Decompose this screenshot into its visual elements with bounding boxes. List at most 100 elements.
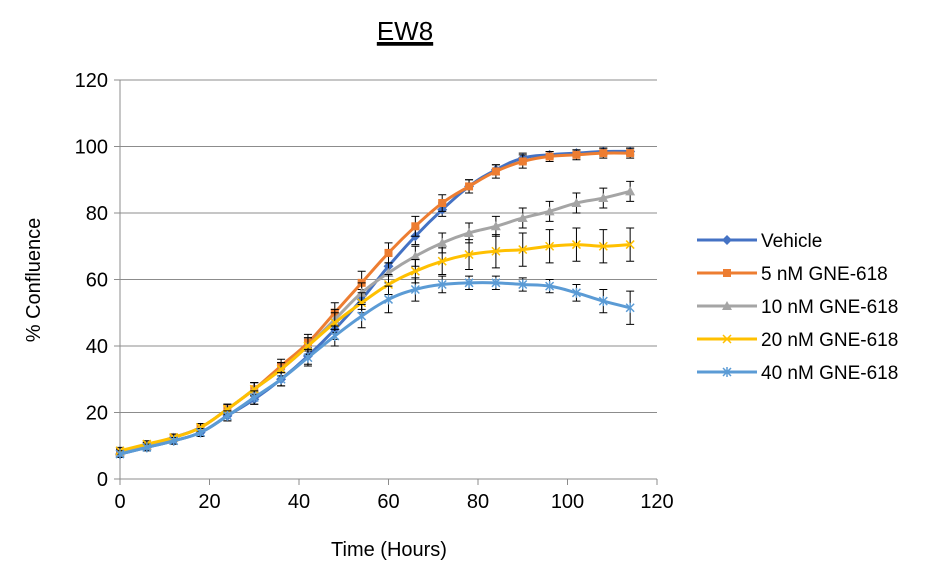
data-point: [222, 404, 232, 414]
data-point: [437, 237, 448, 247]
data-point: [196, 427, 206, 438]
series-line: [119, 149, 631, 456]
data-point: [303, 352, 313, 363]
data-point: [491, 246, 501, 256]
legend-label: Vehicle: [761, 231, 822, 252]
data-point: [598, 241, 608, 251]
y-axis-label: % Confluence: [23, 218, 45, 343]
data-point: [438, 199, 447, 208]
series-layer: [115, 146, 636, 460]
data-point: [115, 449, 125, 460]
data-point: [598, 296, 608, 307]
data-point: [357, 298, 367, 308]
data-point: [303, 341, 313, 351]
chart-title: EW8: [377, 16, 433, 46]
y-tick-label: 80: [86, 203, 108, 225]
data-point: [491, 277, 501, 288]
data-point: [465, 182, 474, 191]
series-2: [116, 147, 635, 457]
data-point: [464, 227, 475, 237]
data-point: [625, 240, 635, 250]
legend-item: 5 nM GNE-618: [697, 264, 888, 285]
legend-item: 10 nM GNE-618: [697, 297, 898, 318]
data-point: [249, 384, 259, 394]
legend: Vehicle 5 nM GNE-618 10 nM GNE-618 20 nM GN…: [697, 231, 898, 384]
data-point: [571, 240, 581, 250]
y-tick-label: 20: [86, 403, 108, 425]
data-point: [411, 222, 420, 231]
x-tick-label: 60: [377, 491, 399, 513]
data-point: [169, 435, 179, 446]
data-point: [572, 150, 581, 159]
data-point: [518, 157, 527, 166]
legend-label: 20 nM GNE-618: [761, 330, 898, 351]
x-tick-label: 120: [640, 491, 673, 513]
series-4: [115, 227, 635, 456]
data-point: [276, 374, 286, 385]
data-point: [330, 331, 340, 342]
legend-label: 40 nM GNE-618: [761, 363, 898, 384]
y-tick-label: 100: [75, 137, 108, 159]
data-point: [437, 279, 447, 290]
data-point: [544, 206, 555, 216]
x-axis-label: Time (Hours): [331, 539, 447, 561]
legend-marker: [722, 367, 732, 377]
x-tick-label: 100: [551, 491, 584, 513]
data-point: [437, 256, 447, 266]
x-tick-label: 0: [114, 491, 125, 513]
y-tick-label: 0: [97, 469, 108, 491]
legend-marker: [722, 334, 732, 344]
gridlines: [120, 79, 657, 413]
x-axis-ticks: 0 20 40 60 80 100 120: [114, 479, 674, 513]
data-point: [410, 266, 420, 276]
legend-marker: [722, 301, 732, 310]
data-point: [598, 193, 609, 203]
legend-marker: [722, 235, 732, 245]
data-point: [330, 318, 340, 328]
data-point: [383, 294, 394, 305]
data-point: [222, 410, 232, 421]
data-point: [545, 281, 555, 292]
data-point: [142, 442, 152, 453]
data-point: [545, 152, 554, 161]
data-point: [599, 149, 608, 158]
data-point: [490, 221, 501, 231]
data-point: [517, 212, 528, 222]
data-point: [249, 392, 259, 403]
data-point: [276, 364, 286, 374]
x-tick-label: 20: [198, 491, 220, 513]
x-tick-label: 40: [288, 491, 310, 513]
data-point: [571, 198, 582, 208]
series-line: [119, 281, 631, 456]
data-point: [625, 302, 635, 313]
series-line: [119, 189, 631, 454]
legend-item: 20 nM GNE-618: [697, 330, 898, 351]
data-point: [491, 167, 500, 176]
data-point: [384, 248, 393, 257]
y-tick-label: 120: [75, 70, 108, 92]
data-point: [518, 245, 528, 255]
legend-item: Vehicle: [697, 231, 822, 252]
data-point: [464, 250, 474, 260]
data-point: [410, 251, 421, 261]
data-point: [464, 277, 474, 288]
data-point: [357, 311, 367, 322]
y-tick-label: 40: [86, 336, 108, 358]
data-point: [383, 279, 394, 290]
series-5: [115, 275, 635, 460]
data-point: [626, 149, 635, 158]
series-line: [119, 243, 631, 453]
legend-marker: [723, 269, 731, 277]
data-point: [625, 186, 636, 196]
x-tick-label: 80: [467, 491, 489, 513]
legend-label: 5 nM GNE-618: [761, 264, 888, 285]
data-point: [518, 279, 528, 290]
legend-item: 40 nM GNE-618: [697, 363, 898, 384]
data-point: [410, 284, 420, 295]
y-tick-label: 60: [86, 270, 108, 292]
series-3: [115, 180, 636, 457]
series-line: [119, 151, 631, 454]
y-axis-ticks: 0 20 40 60 80 100 120: [75, 70, 120, 491]
